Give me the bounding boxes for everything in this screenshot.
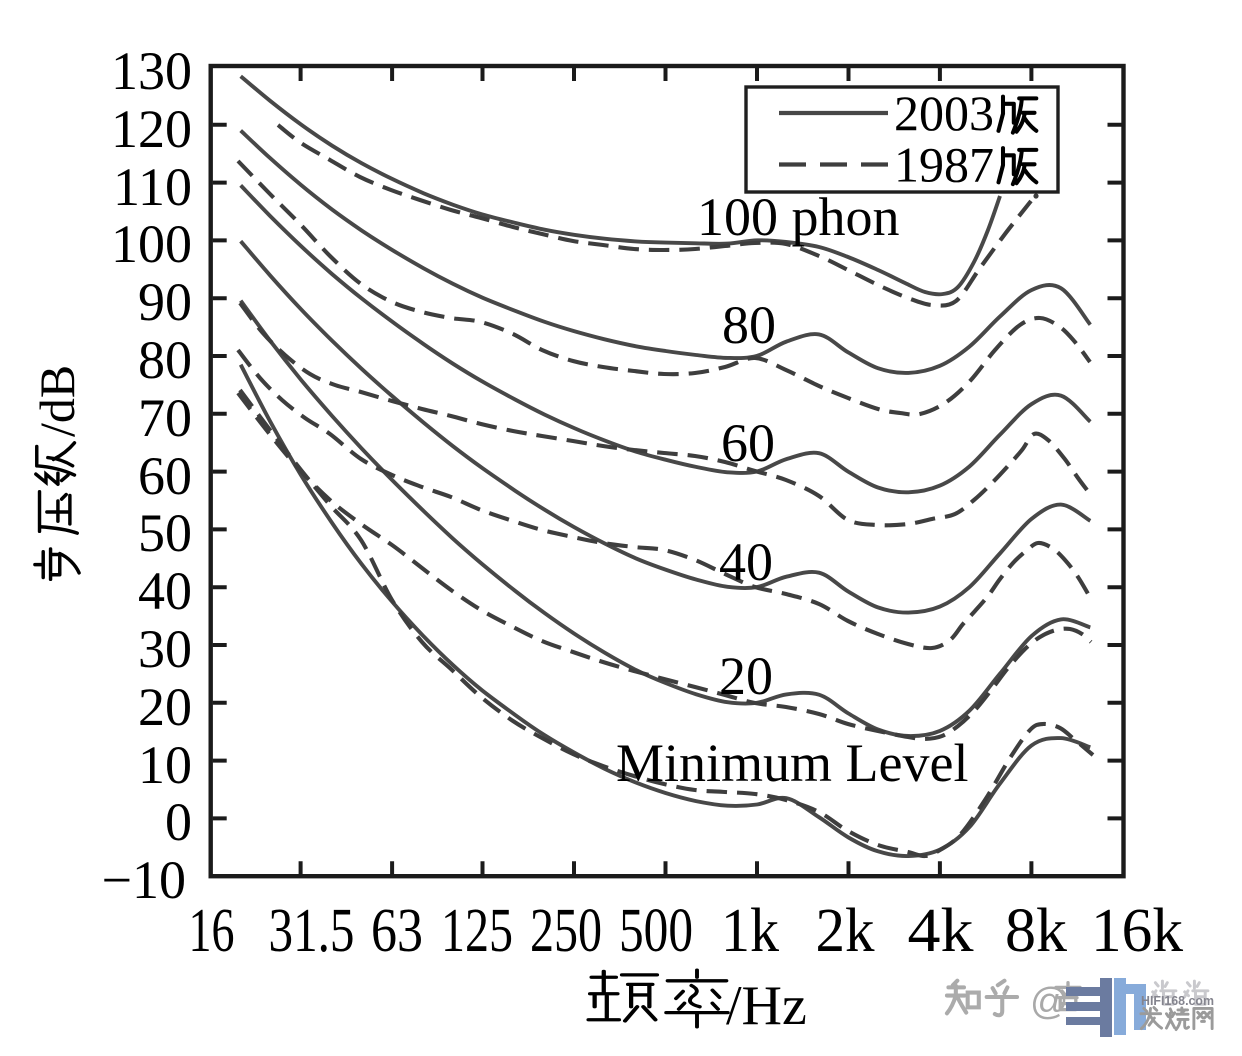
svg-text:31.5: 31.5 bbox=[269, 897, 355, 965]
svg-text:2k: 2k bbox=[816, 897, 875, 965]
svg-text:60: 60 bbox=[138, 446, 192, 506]
svg-text:90: 90 bbox=[138, 272, 192, 332]
svg-text:−10: −10 bbox=[102, 850, 186, 910]
svg-text:100: 100 bbox=[111, 214, 192, 274]
svg-text:0: 0 bbox=[165, 792, 192, 852]
svg-text:40: 40 bbox=[138, 561, 192, 621]
svg-text:HIFI168.com: HIFI168.com bbox=[1141, 993, 1214, 1008]
svg-text:16: 16 bbox=[189, 897, 235, 965]
svg-text:/Hz: /Hz bbox=[726, 975, 807, 1037]
svg-text:20: 20 bbox=[719, 646, 773, 706]
svg-text:100 phon: 100 phon bbox=[697, 187, 900, 247]
svg-text:30: 30 bbox=[138, 619, 192, 679]
svg-text:1987: 1987 bbox=[894, 137, 994, 193]
svg-text:10: 10 bbox=[138, 735, 192, 795]
svg-text:70: 70 bbox=[138, 388, 192, 448]
svg-text:500: 500 bbox=[619, 897, 693, 965]
svg-text:2003: 2003 bbox=[894, 85, 994, 141]
svg-text:80: 80 bbox=[722, 295, 776, 355]
svg-text:80: 80 bbox=[138, 330, 192, 390]
svg-text:16k: 16k bbox=[1091, 897, 1183, 965]
svg-text:1k: 1k bbox=[721, 897, 779, 965]
svg-text:125: 125 bbox=[441, 897, 513, 965]
svg-text:/dB: /dB bbox=[29, 365, 85, 437]
svg-text:120: 120 bbox=[111, 99, 192, 159]
svg-text:40: 40 bbox=[719, 532, 773, 592]
svg-text:60: 60 bbox=[721, 413, 775, 473]
svg-text:130: 130 bbox=[111, 41, 192, 101]
svg-text:250: 250 bbox=[530, 897, 602, 965]
svg-text:8k: 8k bbox=[1005, 897, 1067, 965]
svg-text:50: 50 bbox=[138, 503, 192, 563]
svg-text:63: 63 bbox=[371, 897, 423, 965]
svg-text:4k: 4k bbox=[908, 897, 974, 965]
svg-text:110: 110 bbox=[113, 157, 192, 217]
svg-text:Minimum Level: Minimum Level bbox=[616, 733, 968, 793]
svg-text:20: 20 bbox=[138, 677, 192, 737]
